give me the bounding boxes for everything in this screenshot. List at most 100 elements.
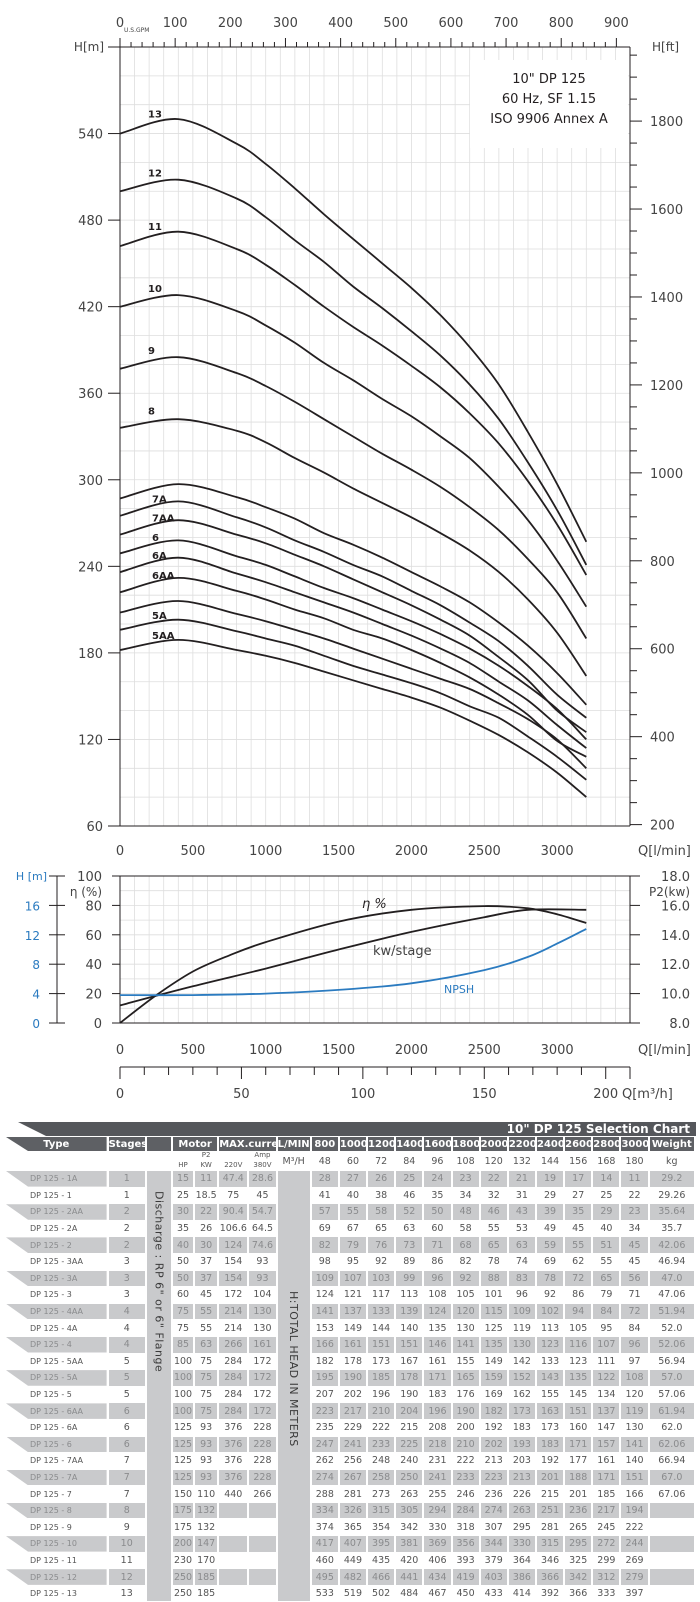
subheader-flow-m3h: 156 bbox=[569, 1155, 588, 1167]
stages-cell: 3 bbox=[123, 1256, 130, 1268]
head-cell: 82 bbox=[459, 1256, 472, 1268]
head-cell: 92 bbox=[452, 1270, 479, 1287]
amp-380v-cell bbox=[249, 1586, 275, 1602]
type-cell: DP 125 - 3A bbox=[6, 1270, 107, 1287]
head-cell: 151 bbox=[396, 1336, 423, 1353]
type-cell: DP 125 - 12 bbox=[6, 1569, 107, 1585]
type-cell: DP 125 - 1 bbox=[30, 1190, 72, 1200]
amp-220v-cell bbox=[219, 1536, 248, 1552]
head-cell: 333 bbox=[597, 1588, 616, 1600]
amp-220v-cell: 440 bbox=[224, 1488, 243, 1500]
subheader-flow-m3h: 132 bbox=[512, 1155, 531, 1167]
subheader-flow-m3h: 120 bbox=[484, 1155, 503, 1167]
head-cell: 69 bbox=[544, 1256, 557, 1268]
head-cell: 40 bbox=[346, 1189, 360, 1201]
table-row: DP 125 - 7 7 150 110 440 266 288 281 273 263 255 24… bbox=[6, 1486, 694, 1502]
x-tick-label: 2500 bbox=[468, 1043, 501, 1058]
weight-cell: 62.0 bbox=[661, 1422, 683, 1434]
head-cell: 449 bbox=[343, 1554, 363, 1566]
head-cell: 364 bbox=[512, 1554, 531, 1566]
head-curve-unlabeled bbox=[119, 483, 587, 706]
x2-tick-label: 300 bbox=[273, 16, 298, 31]
x-tick-label: 2000 bbox=[395, 844, 428, 859]
h-tick-label: 8 bbox=[32, 958, 40, 972]
head-curve-9 bbox=[119, 356, 588, 639]
head-cell: 433 bbox=[484, 1588, 503, 1600]
head-cell: 45 bbox=[621, 1237, 648, 1253]
head-curve-6AA bbox=[119, 576, 587, 758]
type-cell: DP 125 - 1A bbox=[6, 1171, 107, 1187]
head-cell: 245 bbox=[597, 1521, 616, 1533]
x2-axis-label: U.S.GPM bbox=[124, 27, 149, 34]
hp-cell: 175 bbox=[172, 1502, 194, 1519]
type-cell: DP 125 - 8 bbox=[6, 1502, 107, 1519]
head-cell: 267 bbox=[339, 1469, 367, 1486]
amp-220v-cell: 376 bbox=[224, 1455, 243, 1467]
stages-cell: 3 bbox=[123, 1289, 130, 1301]
head-cell: 269 bbox=[625, 1554, 644, 1566]
head-cell: 142 bbox=[512, 1355, 531, 1367]
head-cell: 79 bbox=[339, 1237, 367, 1253]
y2-tick-label: 1200 bbox=[650, 379, 683, 394]
hp-cell: 230 bbox=[173, 1554, 193, 1566]
head-cell: 161 bbox=[428, 1355, 447, 1367]
head-cell: 72 bbox=[565, 1270, 592, 1287]
head-cell: 26 bbox=[368, 1171, 395, 1187]
table-row: DP 125 - 2AA 2 30 22 90.4 54.7 57 55 58 52 50 48 46 4… bbox=[6, 1204, 694, 1220]
eta-tick-label: 100 bbox=[77, 870, 102, 885]
kw-cell: 93 bbox=[200, 1455, 213, 1467]
head-cell: 139 bbox=[396, 1303, 423, 1320]
amp-220v-cell: 214 bbox=[224, 1322, 243, 1334]
head-cell: 32 bbox=[487, 1189, 500, 1201]
head-cell: 124 bbox=[424, 1303, 451, 1320]
head-cell: 202 bbox=[343, 1389, 363, 1401]
header-flow-lmin: 800 bbox=[311, 1137, 338, 1151]
head-cell: 96 bbox=[621, 1336, 648, 1353]
head-cell: 162 bbox=[512, 1389, 531, 1401]
head-cell: 97 bbox=[628, 1355, 641, 1367]
head-cell: 225 bbox=[396, 1436, 423, 1453]
head-cell: 71 bbox=[628, 1289, 641, 1301]
title-box bbox=[470, 60, 628, 148]
subheader-flow-m3h: 168 bbox=[597, 1155, 616, 1167]
head-cell: 63 bbox=[508, 1237, 535, 1253]
table-row: DP 125 - 11 11 230 170 460 449 435 420 406 393 379… bbox=[6, 1553, 694, 1569]
head-cell: 201 bbox=[569, 1488, 588, 1500]
head-cell: 240 bbox=[400, 1455, 419, 1467]
head-cell: 356 bbox=[452, 1536, 479, 1552]
m3h-tick-label: 150 bbox=[472, 1087, 497, 1102]
head-cell: 247 bbox=[311, 1436, 338, 1453]
y-tick-label: 360 bbox=[78, 387, 103, 402]
head-curve-6 bbox=[119, 539, 587, 741]
header-lmin: L/MIN bbox=[277, 1137, 310, 1151]
pump-charts: 10" DP 125 60 Hz, SF 1.15 ISO 9906 Annex A… bbox=[16, 16, 691, 1102]
head-cell: 23 bbox=[621, 1204, 648, 1220]
hp-cell: 175 bbox=[173, 1521, 193, 1533]
head-label-cell: H:TOTAL HEAD IN METERS bbox=[277, 1171, 310, 1602]
head-cell: 312 bbox=[593, 1569, 620, 1585]
amp-380v-cell: 228 bbox=[253, 1455, 272, 1467]
head-cell: 299 bbox=[597, 1554, 616, 1566]
head-cell: 84 bbox=[593, 1303, 620, 1320]
head-cell: 167 bbox=[400, 1355, 419, 1367]
table-row: DP 125 - 3AA 3 50 37 154 93 98 95 92 89 86 82 78 74 69… bbox=[6, 1254, 694, 1270]
hp-cell: 125 bbox=[172, 1469, 194, 1486]
eta-tick-label: 20 bbox=[85, 988, 102, 1003]
head-cell: 141 bbox=[311, 1303, 338, 1320]
head-cell: 119 bbox=[512, 1322, 531, 1334]
amp-380v-cell: 161 bbox=[249, 1336, 276, 1353]
table-row: DP 125 - 13 13 250 185 533 519 502 484 467 450 433… bbox=[6, 1586, 694, 1602]
head-cell: 495 bbox=[311, 1569, 338, 1585]
amp-220v-cell: 154 bbox=[224, 1256, 243, 1268]
header-weight: Weight bbox=[649, 1137, 694, 1151]
head-cell: 52 bbox=[396, 1204, 423, 1220]
380v-label: 380V bbox=[253, 1161, 272, 1169]
head-cell: 196 bbox=[424, 1403, 451, 1419]
subheader-380v: Amp 380V bbox=[249, 1152, 275, 1170]
amp-220v-cell: 376 bbox=[219, 1469, 248, 1486]
head-cell: 241 bbox=[424, 1469, 451, 1486]
amp-220v-cell: 154 bbox=[219, 1270, 248, 1287]
table-row: DP 125 - 8 8 175 132 334 326 315 305 294 284 274 26… bbox=[6, 1502, 694, 1519]
head-cell: 79 bbox=[600, 1289, 613, 1301]
head-cell: 229 bbox=[343, 1422, 363, 1434]
